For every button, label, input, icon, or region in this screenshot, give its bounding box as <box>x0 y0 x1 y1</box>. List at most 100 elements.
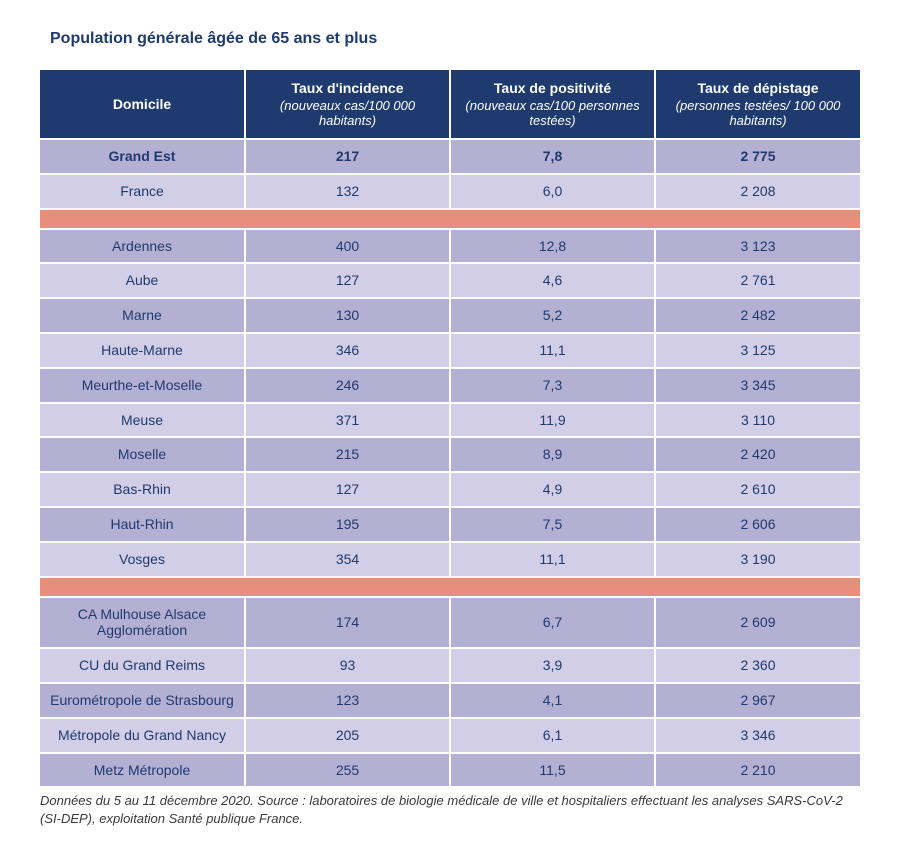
cell-domicile: Métropole du Grand Nancy <box>40 718 245 753</box>
cell-value: 11,9 <box>450 403 655 438</box>
cell-value: 127 <box>245 472 450 507</box>
cell-value: 371 <box>245 403 450 438</box>
table-row: Meurthe-et-Moselle2467,33 345 <box>40 368 860 403</box>
cell-domicile: Haut-Rhin <box>40 507 245 542</box>
cell-value: 93 <box>245 648 450 683</box>
table-row: Metz Métropole25511,52 210 <box>40 753 860 787</box>
cell-value: 130 <box>245 298 450 333</box>
cell-value: 4,6 <box>450 263 655 298</box>
cell-value: 3,9 <box>450 648 655 683</box>
cell-domicile: CU du Grand Reims <box>40 648 245 683</box>
cell-value: 5,2 <box>450 298 655 333</box>
separator-cell <box>40 209 860 229</box>
cell-value: 2 761 <box>655 263 860 298</box>
col-header-sub: (personnes testées/ 100 000 habitants) <box>664 98 852 128</box>
cell-domicile: Moselle <box>40 437 245 472</box>
cell-domicile: France <box>40 174 245 209</box>
data-table: Domicile Taux d'incidence (nouveaux cas/… <box>40 70 860 786</box>
table-row: Meuse37111,93 110 <box>40 403 860 438</box>
cell-value: 4,1 <box>450 683 655 718</box>
cell-value: 8,9 <box>450 437 655 472</box>
cell-value: 354 <box>245 542 450 577</box>
cell-domicile: Grand Est <box>40 139 245 174</box>
cell-domicile: Vosges <box>40 542 245 577</box>
cell-domicile: Aube <box>40 263 245 298</box>
table-row: Haute-Marne34611,13 125 <box>40 333 860 368</box>
table-row: CU du Grand Reims933,92 360 <box>40 648 860 683</box>
separator-row <box>40 209 860 229</box>
cell-domicile: Marne <box>40 298 245 333</box>
cell-domicile: Haute-Marne <box>40 333 245 368</box>
table-row: Vosges35411,13 190 <box>40 542 860 577</box>
cell-value: 7,3 <box>450 368 655 403</box>
table-row: Grand Est2177,82 775 <box>40 139 860 174</box>
table-row: France1326,02 208 <box>40 174 860 209</box>
cell-domicile: Bas-Rhin <box>40 472 245 507</box>
cell-value: 2 482 <box>655 298 860 333</box>
cell-value: 400 <box>245 229 450 264</box>
cell-value: 12,8 <box>450 229 655 264</box>
cell-value: 195 <box>245 507 450 542</box>
cell-value: 2 606 <box>655 507 860 542</box>
cell-value: 346 <box>245 333 450 368</box>
col-header-sub: (nouveaux cas/100 personnes testées) <box>459 98 646 128</box>
cell-value: 6,7 <box>450 597 655 649</box>
cell-value: 132 <box>245 174 450 209</box>
cell-value: 217 <box>245 139 450 174</box>
col-header-main: Taux d'incidence <box>254 80 441 96</box>
cell-value: 2 360 <box>655 648 860 683</box>
cell-value: 4,9 <box>450 472 655 507</box>
cell-value: 7,5 <box>450 507 655 542</box>
cell-domicile: Meuse <box>40 403 245 438</box>
table-row: Eurométropole de Strasbourg1234,12 967 <box>40 683 860 718</box>
table-row: Bas-Rhin1274,92 610 <box>40 472 860 507</box>
cell-domicile: CA Mulhouse Alsace Agglomération <box>40 597 245 649</box>
source-note: Données du 5 au 11 décembre 2020. Source… <box>40 792 860 827</box>
cell-value: 2 610 <box>655 472 860 507</box>
cell-value: 3 123 <box>655 229 860 264</box>
cell-value: 2 775 <box>655 139 860 174</box>
col-header-main: Taux de positivité <box>459 80 646 96</box>
cell-value: 2 967 <box>655 683 860 718</box>
col-header-incidence: Taux d'incidence (nouveaux cas/100 000 h… <box>245 70 450 139</box>
cell-domicile: Meurthe-et-Moselle <box>40 368 245 403</box>
cell-value: 3 190 <box>655 542 860 577</box>
cell-domicile: Ardennes <box>40 229 245 264</box>
table-body: Grand Est2177,82 775France1326,02 208 Ard… <box>40 139 860 786</box>
cell-value: 2 420 <box>655 437 860 472</box>
table-header: Domicile Taux d'incidence (nouveaux cas/… <box>40 70 860 139</box>
table-row: Haut-Rhin1957,52 606 <box>40 507 860 542</box>
cell-value: 3 345 <box>655 368 860 403</box>
col-header-depistage: Taux de dépistage (personnes testées/ 10… <box>655 70 860 139</box>
col-header-domicile: Domicile <box>40 70 245 139</box>
col-header-positivite: Taux de positivité (nouveaux cas/100 per… <box>450 70 655 139</box>
cell-domicile: Eurométropole de Strasbourg <box>40 683 245 718</box>
cell-value: 255 <box>245 753 450 787</box>
table-row: Marne1305,22 482 <box>40 298 860 333</box>
col-header-sub: (nouveaux cas/100 000 habitants) <box>254 98 441 128</box>
cell-value: 11,5 <box>450 753 655 787</box>
cell-value: 11,1 <box>450 333 655 368</box>
cell-value: 3 346 <box>655 718 860 753</box>
cell-value: 6,0 <box>450 174 655 209</box>
cell-value: 2 208 <box>655 174 860 209</box>
separator-cell <box>40 577 860 597</box>
table-row: Ardennes40012,83 123 <box>40 229 860 264</box>
table-row: Métropole du Grand Nancy2056,13 346 <box>40 718 860 753</box>
cell-value: 123 <box>245 683 450 718</box>
cell-value: 2 210 <box>655 753 860 787</box>
cell-domicile: Metz Métropole <box>40 753 245 787</box>
table-row: CA Mulhouse Alsace Agglomération1746,72 … <box>40 597 860 649</box>
col-header-main: Taux de dépistage <box>664 80 852 96</box>
cell-value: 205 <box>245 718 450 753</box>
cell-value: 2 609 <box>655 597 860 649</box>
cell-value: 3 110 <box>655 403 860 438</box>
cell-value: 3 125 <box>655 333 860 368</box>
col-header-main: Domicile <box>48 96 236 112</box>
cell-value: 174 <box>245 597 450 649</box>
table-row: Moselle2158,92 420 <box>40 437 860 472</box>
cell-value: 11,1 <box>450 542 655 577</box>
cell-value: 6,1 <box>450 718 655 753</box>
cell-value: 215 <box>245 437 450 472</box>
cell-value: 246 <box>245 368 450 403</box>
